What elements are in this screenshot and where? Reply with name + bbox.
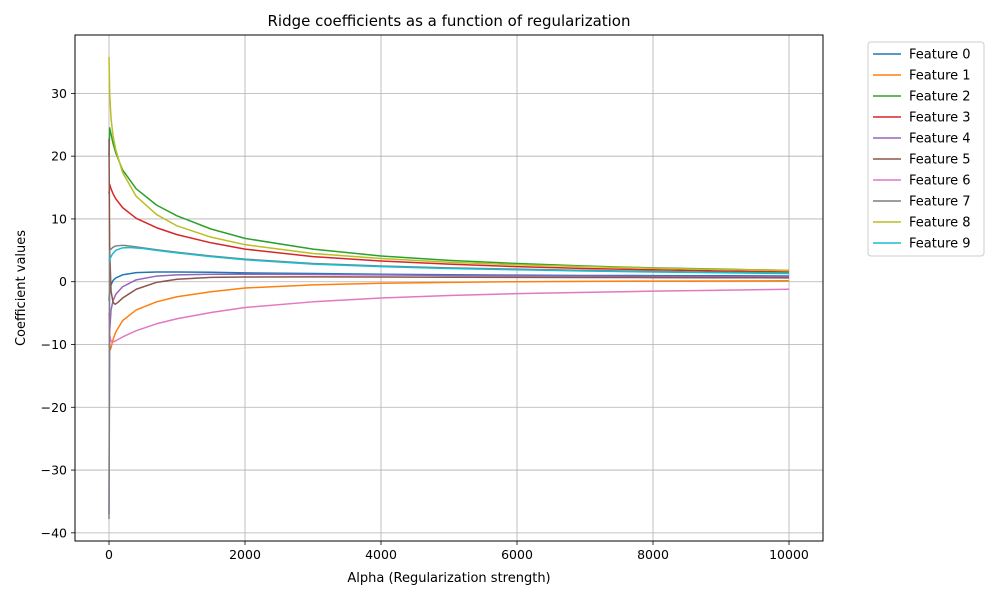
series-line-feature-7 — [108, 244, 790, 520]
series-line-feature-2 — [108, 127, 790, 272]
chart-title: Ridge coefficients as a function of regu… — [268, 12, 631, 30]
series-line-feature-4 — [108, 273, 790, 515]
x-tick-label: 6000 — [501, 547, 533, 562]
legend-entry-feature-9: Feature 9 — [909, 237, 971, 252]
series-line-feature-3 — [108, 183, 790, 273]
x-tick-label: 8000 — [637, 547, 669, 562]
y-tick-label: 30 — [51, 86, 67, 101]
y-tick-label: 20 — [51, 149, 67, 164]
y-axis-label: Coefficient values — [14, 230, 29, 346]
y-tick-label: −40 — [41, 525, 67, 540]
legend-entry-feature-4: Feature 4 — [909, 132, 971, 147]
series-layer — [108, 56, 790, 520]
x-tick-label: 4000 — [365, 547, 397, 562]
series-line-feature-9 — [108, 246, 790, 275]
x-tick-label: 2000 — [229, 547, 261, 562]
grid — [75, 35, 823, 541]
x-axis-label: Alpha (Regularization strength) — [347, 571, 550, 586]
series-line-feature-1 — [108, 280, 790, 352]
plot-frame — [74, 34, 824, 542]
y-tick-label: 0 — [59, 274, 67, 289]
legend-entry-feature-2: Feature 2 — [909, 90, 971, 105]
legend-entry-feature-0: Feature 0 — [909, 48, 971, 63]
legend-entry-feature-3: Feature 3 — [909, 111, 971, 126]
y-tick-label: −30 — [41, 463, 67, 478]
x-tick-label: 0 — [105, 547, 113, 562]
legend-entry-feature-6: Feature 6 — [909, 174, 971, 189]
legend: Feature 0 Feature 1 Feature 2 Feature 3 Feat… — [867, 41, 985, 257]
legend-entry-feature-8: Feature 8 — [909, 216, 971, 231]
x-axis: 0 2000 4000 6000 8000 10000 — [105, 541, 809, 562]
legend-entry-feature-7: Feature 7 — [909, 195, 971, 210]
legend-entry-feature-5: Feature 5 — [909, 153, 971, 168]
series-line-feature-6 — [108, 288, 790, 343]
y-tick-label: 10 — [51, 211, 67, 226]
y-axis: −40 −30 −20 −10 0 10 20 30 — [41, 86, 75, 540]
legend-entry-feature-1: Feature 1 — [909, 69, 971, 84]
series-line-feature-8 — [108, 56, 790, 272]
y-tick-label: −10 — [41, 337, 67, 352]
x-tick-label: 10000 — [769, 547, 809, 562]
y-tick-label: −20 — [41, 400, 67, 415]
series-line-feature-5 — [108, 138, 790, 306]
